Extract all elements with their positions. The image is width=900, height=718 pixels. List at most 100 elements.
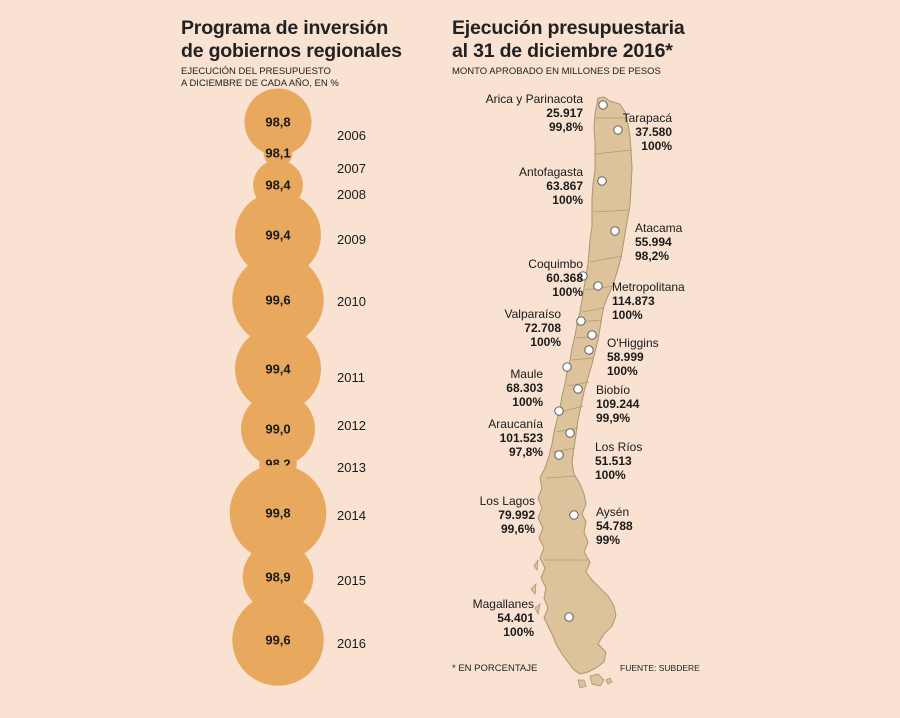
year-label: 2007	[337, 161, 366, 176]
region-name: Biobío	[596, 383, 630, 397]
bubble-value-label: 98,4	[265, 178, 291, 193]
chile-silhouette	[537, 96, 633, 675]
region-percent: 100%	[503, 625, 534, 639]
year-label: 2010	[337, 294, 366, 309]
region-marker	[573, 384, 583, 394]
region-amount: 79.992	[498, 508, 535, 522]
left-subtitle-line1: EJECUCIÓN DEL PRESUPUESTO	[181, 66, 331, 77]
region-amount: 101.523	[500, 431, 544, 445]
region-amount: 60.368	[546, 271, 583, 285]
year-label: 2016	[337, 636, 366, 651]
bubble-2016	[232, 594, 324, 686]
right-title-line1: Ejecución presupuestaria	[452, 17, 685, 39]
bubble-value-label: 99,4	[265, 362, 291, 377]
region-name: Atacama	[635, 221, 683, 235]
bubble-2015	[242, 541, 314, 613]
bubble-chart: 98,8 2006 98,1 2007 98,4 2008 99,4 2009 99,6 2010…	[229, 88, 366, 686]
region-name: Valparaíso	[505, 307, 562, 321]
bubble-2010	[232, 254, 324, 346]
region-amount: 54.401	[497, 611, 534, 625]
region-name: Maule	[510, 367, 543, 381]
region-amount: 114.873	[612, 294, 655, 308]
bubble-value-label: 99,6	[265, 293, 290, 308]
region-marker	[564, 612, 574, 622]
region-marker	[610, 226, 620, 236]
region-marker	[569, 510, 579, 520]
bubble-2012	[241, 392, 315, 466]
map-shape	[530, 96, 633, 689]
region-marker	[565, 428, 575, 438]
region-name: Los Lagos	[480, 494, 535, 508]
region-percent: 98,2%	[635, 249, 669, 263]
region-name: Aysén	[596, 505, 629, 519]
region-percent: 100%	[530, 335, 561, 349]
region-name: Metropolitana	[612, 280, 685, 294]
region-percent: 97,8%	[509, 445, 543, 459]
bubble-value-label: 98,9	[265, 570, 290, 585]
region-percent: 99,9%	[596, 411, 630, 425]
region-amount: 68.303	[506, 381, 543, 395]
bubble-2014	[229, 464, 327, 562]
region-marker	[576, 316, 586, 326]
region-amount: 58.999	[607, 350, 644, 364]
left-title: Programa de inversión de gobiernos regio…	[181, 17, 402, 63]
region-amount: 54.788	[596, 519, 633, 533]
region-percent: 100%	[612, 308, 643, 322]
region-percent: 100%	[595, 468, 626, 482]
region-percent: 100%	[641, 139, 672, 153]
left-title-line2: de gobiernos regionales	[181, 40, 402, 62]
right-title: Ejecución presupuestaria al 31 de diciem…	[452, 17, 685, 63]
bubble-value-label: 99,8	[265, 506, 290, 521]
year-label: 2011	[337, 370, 365, 385]
region-marker	[578, 271, 588, 281]
region-marker	[597, 176, 607, 186]
right-title-line2: al 31 de diciembre 2016*	[452, 40, 673, 62]
region-name: Magallanes	[473, 597, 534, 611]
region-marker	[562, 362, 572, 372]
region-amount: 37.580	[635, 125, 672, 139]
year-label: 2009	[337, 232, 366, 247]
southern-islands	[530, 559, 613, 689]
region-amount: 63.867	[546, 179, 583, 193]
region-percent: 99%	[596, 533, 620, 547]
year-label: 2008	[337, 187, 366, 202]
region-name: Los Ríos	[595, 440, 642, 454]
region-name: Tarapacá	[623, 111, 673, 125]
bubble-value-label: 99,4	[265, 228, 291, 243]
region-marker	[598, 100, 608, 110]
region-percent: 99,8%	[549, 120, 583, 134]
region-name: O'Higgins	[607, 336, 659, 350]
year-label: 2014	[337, 508, 366, 523]
left-subtitle-line2: A DICIEMBRE DE CADA AÑO, EN %	[181, 78, 339, 89]
left-title-line1: Programa de inversión	[181, 17, 389, 39]
year-label: 2006	[337, 128, 366, 143]
bubble-2011	[235, 326, 321, 412]
region-marker	[593, 281, 603, 291]
bubble-2007	[263, 138, 293, 168]
region-marker	[613, 125, 623, 135]
year-label: 2012	[337, 418, 366, 433]
left-subtitle: EJECUCIÓN DEL PRESUPUESTO A DICIEMBRE DE…	[181, 66, 339, 90]
footnote: * EN PORCENTAJE	[452, 663, 538, 674]
year-label: 2015	[337, 573, 366, 588]
bubble-value-label: 98,8	[265, 115, 290, 130]
region-marker	[584, 345, 594, 355]
region-percent: 100%	[512, 395, 543, 409]
year-label: 2013	[337, 460, 366, 475]
region-marker	[554, 406, 564, 416]
region-percent: 99,6%	[501, 522, 535, 536]
